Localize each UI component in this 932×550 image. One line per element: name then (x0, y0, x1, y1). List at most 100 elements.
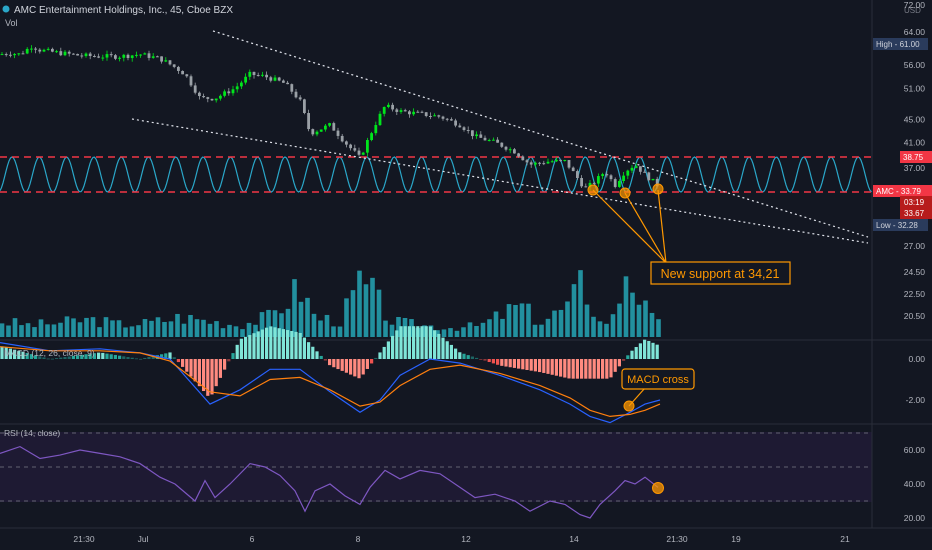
candle-body (202, 96, 205, 98)
volume-bar (370, 277, 375, 337)
candle-body (328, 123, 331, 126)
macd-hist-bar (601, 359, 605, 379)
macd-hist-bar (67, 356, 71, 359)
candle-body (307, 113, 310, 130)
candle-body (462, 127, 466, 130)
volume-bar (19, 325, 24, 337)
candle-body (639, 166, 642, 172)
volume-bar (246, 322, 252, 337)
volume-bar (201, 319, 206, 337)
macd-hist-bar (382, 346, 386, 359)
candle-body (80, 55, 84, 57)
macd-hist-bar (80, 354, 84, 359)
volume-bar (240, 329, 245, 337)
rsi-axis-tick: 40.00 (904, 479, 926, 489)
volume-bar (337, 326, 343, 337)
candle-body (198, 92, 201, 97)
candle-body (403, 110, 407, 112)
volume-bar (610, 314, 616, 337)
volume-bar (188, 314, 193, 337)
volume-bars (0, 270, 661, 337)
macd-title: MACD (12, 26, close, 9) (4, 348, 95, 358)
candle-body (550, 161, 554, 163)
macd-hist-bar (202, 359, 206, 392)
candle-body (315, 131, 319, 135)
volume-bar (591, 316, 596, 337)
candle-body (475, 134, 478, 137)
low-badge-bg (873, 219, 928, 231)
low-badge: Low - 32.28 (876, 221, 918, 230)
macd-hist-bar (475, 357, 479, 359)
candle-body (227, 91, 231, 94)
candle-body (580, 178, 583, 187)
candle-body (248, 71, 252, 77)
candle-body (496, 139, 499, 143)
macd-hist-bar (244, 336, 248, 359)
macd-hist-bar (160, 354, 164, 359)
candle-body (231, 89, 235, 94)
candle-body (340, 135, 344, 142)
candle-body (529, 162, 533, 165)
macd-hist-bar (508, 359, 512, 368)
volume-bar (168, 321, 174, 337)
macd-hist-bar (500, 359, 504, 366)
macd-hist-bar (588, 359, 592, 379)
support-marker-3 (652, 183, 664, 195)
volume-bar (194, 319, 200, 337)
macd-hist-bar (8, 348, 12, 359)
macd-hist-bar (529, 359, 533, 371)
candle-body (311, 129, 315, 135)
volume-bar (532, 324, 538, 337)
candle-body (483, 137, 487, 141)
volume-bar (259, 312, 265, 337)
time-axis: 21:30 Jul 6 8 12 14 21:30 19 21 (73, 534, 850, 544)
macd-hist-bar (433, 330, 437, 359)
macd-hist-bar (634, 347, 638, 359)
macd-hist-bar (265, 327, 269, 359)
macd-hist-bar (365, 359, 369, 369)
macd-cross-annotation[interactable]: MACD cross (621, 368, 695, 412)
macd-hist-bar (34, 355, 38, 359)
rsi-title: RSI (14, close) (4, 428, 60, 438)
candle-body (76, 53, 79, 56)
macd-hist-bar (462, 353, 466, 359)
sub-price-badge: 33.67 (904, 209, 925, 218)
volume-bar (266, 309, 271, 337)
volume-bar (630, 292, 635, 337)
lower-trendline[interactable] (131, 118, 869, 244)
level-badge: 38.75 (903, 153, 924, 162)
volume-bar (545, 318, 551, 337)
candle-body (118, 57, 121, 59)
volume-bar (181, 323, 187, 337)
candle-body (370, 133, 373, 141)
macd-hist-bar (59, 357, 63, 359)
macd-hist-bar (445, 341, 449, 359)
support-annotation[interactable]: New support at 34,21 (587, 183, 791, 285)
candle-body (374, 125, 378, 134)
macd-hist-bar (134, 358, 138, 360)
candle-body (605, 174, 609, 176)
candle-body (450, 119, 453, 121)
candle-body (445, 118, 449, 120)
volume-bar (155, 317, 161, 337)
candle-body (622, 175, 625, 182)
support-pointer-line-1 (592, 189, 667, 264)
candle-body (298, 97, 302, 100)
macd-hist-bar (622, 359, 626, 361)
volume-bar (441, 329, 447, 337)
volume-bar (649, 312, 655, 337)
macd-hist-bar (344, 359, 348, 373)
macd-hist-bar (361, 359, 365, 375)
candle-body (139, 54, 142, 56)
macd-hist-bar (584, 359, 588, 379)
candle-body (588, 182, 592, 188)
volume-bar (58, 322, 63, 337)
macd-hist-bar (349, 359, 353, 375)
level-badge-bg (900, 151, 932, 163)
volume-bar (324, 314, 330, 337)
macd-hist-bar (491, 359, 495, 364)
candle-body (55, 51, 58, 53)
candle-body (601, 174, 604, 177)
candle-body (542, 163, 546, 165)
